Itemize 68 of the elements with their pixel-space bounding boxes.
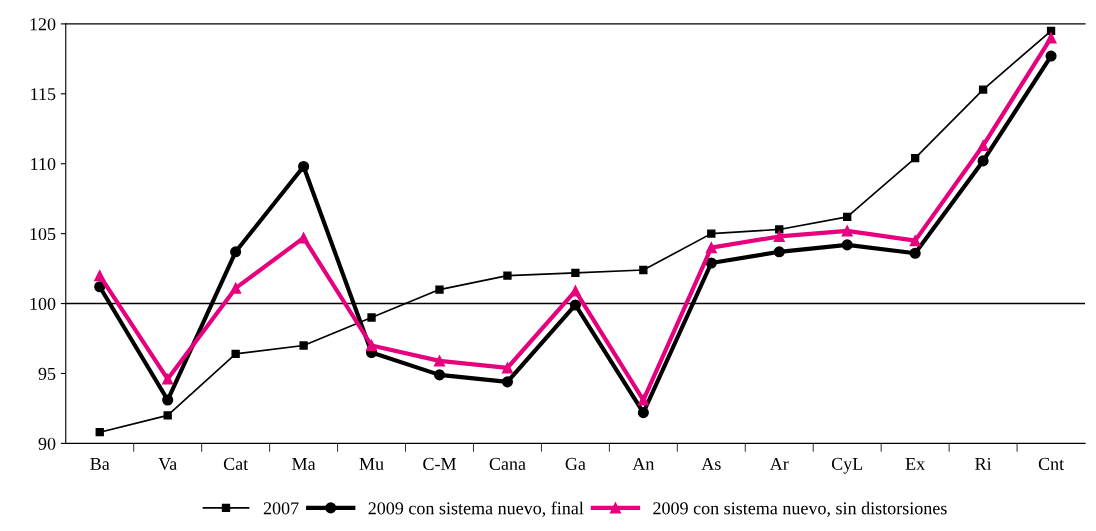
x-tick-label: As (701, 457, 721, 470)
x-tick-label: Ba (90, 457, 110, 470)
point (163, 411, 172, 420)
point (637, 407, 649, 419)
point (910, 153, 920, 163)
point (841, 225, 853, 237)
point (571, 268, 580, 277)
point (775, 225, 784, 234)
y-tick-label: 115 (31, 88, 56, 101)
x-tick-label: Ma (292, 457, 316, 470)
point (705, 257, 717, 269)
x-tick-label: Cat (223, 457, 249, 470)
x-tick-label: CyL (831, 457, 863, 474)
point (94, 281, 106, 293)
point (501, 376, 514, 388)
point (773, 230, 785, 242)
point (298, 160, 310, 173)
point (843, 212, 852, 222)
point (909, 235, 921, 247)
point (773, 246, 785, 258)
x-tick-label: Ar (769, 457, 789, 470)
x-tick-label: Cana (489, 457, 526, 470)
x-tick-label: Ga (565, 457, 586, 470)
point (230, 246, 242, 258)
point (162, 394, 174, 406)
point (1045, 50, 1057, 62)
x-tick-label: Ex (905, 457, 925, 470)
y-tick-label: 95 (38, 367, 56, 380)
point (503, 271, 512, 280)
point (707, 229, 716, 238)
point (435, 285, 444, 294)
legend-label: 2007 (263, 502, 299, 515)
legend-label: 2009 con sistema nuevo, sin distorsiones (653, 501, 947, 517)
y-tick-label: 120 (30, 18, 56, 31)
point (95, 428, 104, 437)
point (1045, 32, 1057, 44)
x-tick-label: Mu (359, 457, 384, 470)
point (433, 369, 446, 381)
y-tick-label: 110 (31, 157, 56, 171)
point (977, 155, 989, 167)
point (637, 394, 649, 406)
x-tick-label: An (632, 457, 655, 470)
point (841, 239, 853, 251)
y-tick-label: 90 (38, 437, 56, 450)
point (298, 232, 310, 244)
x-tick-label: Ri (975, 457, 992, 470)
point (501, 362, 514, 374)
point (909, 247, 921, 259)
point (705, 242, 717, 254)
point (94, 270, 106, 282)
legend-label: 2009 con sistema nuevo, final (368, 501, 584, 517)
point (978, 85, 988, 94)
point (569, 299, 581, 311)
point (977, 139, 989, 152)
point (299, 341, 308, 350)
y-tick-label: 100 (30, 297, 56, 310)
point (365, 339, 378, 352)
point (569, 285, 581, 297)
x-tick-label: Cnt (1038, 457, 1064, 470)
x-tick-label: C-M (423, 457, 457, 470)
point (231, 349, 240, 359)
point (433, 355, 446, 367)
point (162, 373, 174, 385)
point (639, 265, 648, 275)
y-tick-label: 105 (30, 227, 56, 241)
x-tick-label: Va (158, 457, 177, 471)
point (367, 313, 376, 322)
point (230, 282, 242, 294)
